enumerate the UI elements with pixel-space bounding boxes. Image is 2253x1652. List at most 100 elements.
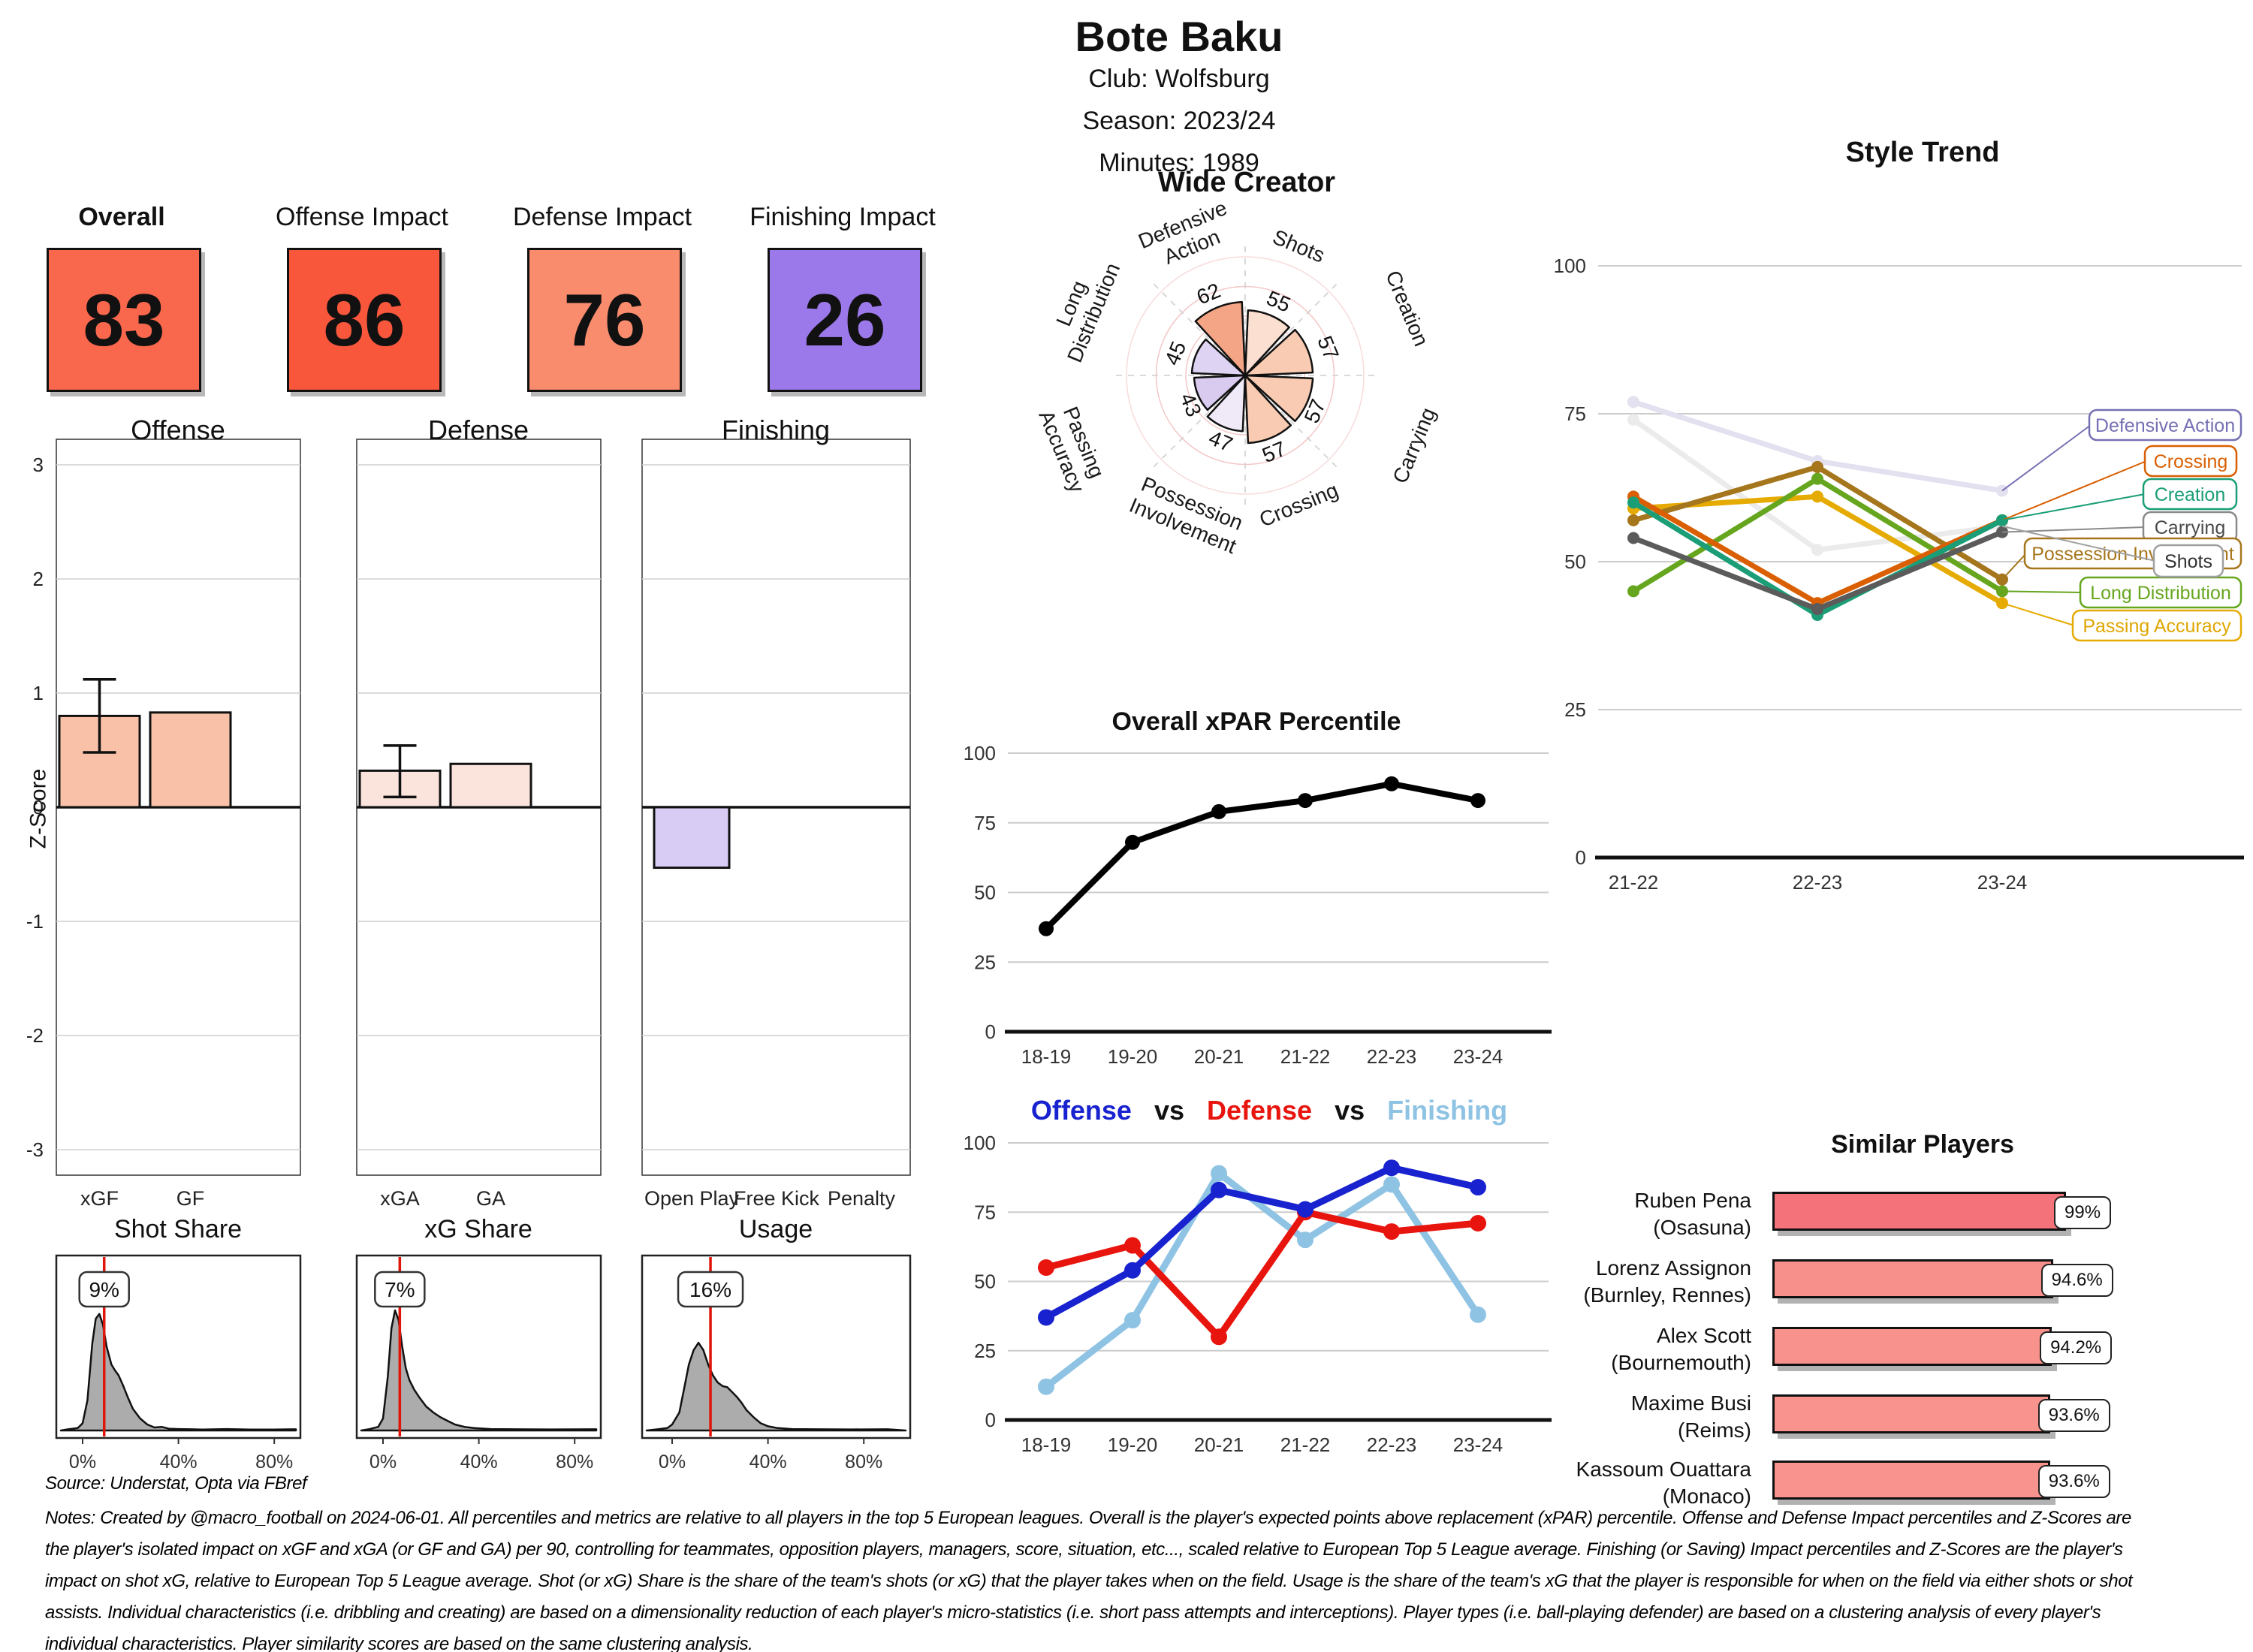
legend-box: [2142, 478, 2238, 511]
marker-label-box: [78, 1271, 130, 1308]
style-point: [1627, 496, 1639, 509]
notes-line-5: individual characteristics. Player simil…: [45, 1634, 753, 1652]
style-point: [1811, 490, 1823, 503]
xpar-point: [1211, 803, 1226, 819]
st-xtick: 23-24: [1977, 871, 2028, 894]
ovd-point-defense: [1038, 1259, 1054, 1277]
legend-label-creation: Creation: [2155, 484, 2226, 505]
zscore-bar-label: Open Play: [644, 1187, 740, 1210]
ytick: 100: [964, 1132, 996, 1154]
similarity-bar: [1772, 1461, 2050, 1500]
notes-line-1: Notes: Created by @macro_football on 202…: [45, 1508, 2131, 1528]
zscore-ytick: 0: [33, 796, 44, 818]
st-xtick: 22-23: [1793, 871, 1843, 894]
radar-wedge-creation: [1244, 328, 1314, 377]
legend-box: [2143, 445, 2238, 478]
density-curve-shot-share: [59, 1313, 297, 1432]
zscore-ytick: 3: [33, 454, 44, 476]
finishing-impact-value: 26: [804, 278, 886, 361]
st-xtick: 21-22: [1609, 871, 1659, 894]
ytick: 75: [974, 812, 996, 834]
marker-label: 9%: [89, 1278, 119, 1301]
radar-value: 57: [1313, 333, 1344, 363]
xpar-point: [1470, 793, 1485, 809]
zscore-panel-title-offense: Offense: [131, 415, 225, 445]
similarity-value: 99%: [2054, 1196, 2112, 1229]
density-xtick: 80%: [556, 1452, 593, 1473]
zscore-bar-label: GF: [176, 1187, 205, 1210]
radar-axis-label: PassingAccuracy: [1034, 398, 1111, 496]
xpar-point: [1298, 793, 1313, 809]
density-xtick: 0%: [69, 1452, 96, 1473]
st-ytick: 75: [1564, 402, 1586, 425]
zscore-bar-ga: [449, 762, 532, 809]
st-ytick: 0: [1576, 846, 1586, 869]
legend-leader: [2001, 424, 2092, 492]
ovd-title: Offense vs Defense vs Finishing: [1031, 1095, 1507, 1126]
xtick: 18-19: [1021, 1045, 1072, 1068]
legend-label-long-distribution: Long Distribution: [2090, 583, 2231, 604]
ytick: 50: [974, 1271, 996, 1293]
ovd-point-defense: [1470, 1215, 1486, 1232]
xtick: 21-22: [1280, 1045, 1331, 1068]
legend-leader: [2001, 493, 2146, 521]
card-title-offense-impact: Offense Impact: [276, 203, 448, 231]
similarity-bar: [1772, 1327, 2052, 1366]
ytick: 25: [974, 951, 996, 973]
defense-impact-card: 76: [527, 248, 682, 392]
club-line: Club: Wolfsburg: [1088, 65, 1270, 93]
xpar-point: [1125, 834, 1140, 850]
finishing-impact-card: 26: [768, 248, 922, 392]
ytick: 100: [964, 742, 996, 764]
zscore-bar-label: Free Kick: [734, 1187, 820, 1210]
density-xtick: 40%: [460, 1452, 498, 1473]
similar-player-name-line: (Osasuna): [1653, 1215, 1751, 1239]
legend-leader: [2001, 460, 2147, 521]
offense-impact-card: 86: [287, 248, 442, 392]
ovd-line-finishing: [1042, 1170, 1482, 1391]
ytick: 25: [974, 1340, 996, 1362]
similarity-value: 93.6%: [2037, 1465, 2110, 1498]
similar-player-row: Alex Scott (Bournemouth) 94.2%: [0, 1324, 2253, 1374]
similar-player-name: Kassoum Ouattara (Monaco): [1428, 1456, 1751, 1510]
ovd-point-finishing: [1124, 1312, 1141, 1329]
ovd-point-defense: [1124, 1237, 1141, 1254]
zscore-bar-label: xGF: [80, 1187, 119, 1210]
xtick: 20-21: [1194, 1045, 1244, 1068]
legend-box: [2088, 408, 2242, 442]
zscore-bar-gf: [149, 711, 232, 809]
zscore-axis-label: Z-Score: [26, 768, 51, 849]
xpar-point: [1039, 921, 1054, 936]
similar-player-name: Ruben Pena (Osasuna): [1428, 1187, 1751, 1241]
zscore-panel-title-defense: Defense: [427, 415, 529, 445]
similar-player-name-line: (Reims): [1678, 1418, 1751, 1442]
radar-axis-label: Carrying: [1388, 404, 1440, 487]
ovd-point-offense: [1038, 1309, 1054, 1326]
legend-leader: [2001, 602, 2075, 626]
overall-score-card: 83: [47, 248, 201, 392]
style-point: [1811, 544, 1823, 556]
similar-player-name-line: Ruben Pena: [1634, 1189, 1751, 1212]
legend-label-passing-accuracy: Passing Accuracy: [2083, 616, 2231, 637]
offense-impact-value: 86: [323, 278, 406, 361]
notes-line-3: impact on shot xG, relative to European …: [45, 1571, 2133, 1591]
ytick: 0: [985, 1409, 996, 1431]
density-curve-xg-share: [360, 1309, 598, 1432]
zscore-ytick: 1: [33, 682, 44, 704]
radar-wedge-crossing: [1244, 374, 1292, 445]
radar-axis-label: PossessionInvolvement: [1126, 471, 1249, 558]
radar-axis-label: DefensiveAction: [1135, 196, 1239, 276]
density-title-xg-share: xG Share: [424, 1215, 532, 1244]
radar-wedge-passing-accuracy: [1193, 374, 1247, 411]
legend-label-crossing: Crossing: [2154, 451, 2228, 472]
legend-label-carrying: Carrying: [2155, 517, 2225, 538]
density-title-shot-share: Shot Share: [113, 1215, 243, 1244]
season-line: Season: 2023/24: [1082, 107, 1276, 135]
radar-wedge-long-distribution: [1190, 338, 1247, 377]
marker-label: 16%: [689, 1278, 731, 1301]
style-point: [1811, 460, 1823, 473]
xtick: 19-20: [1108, 1045, 1158, 1068]
density-xtick: 0%: [659, 1452, 686, 1473]
ovd-line-defense: [1042, 1208, 1482, 1340]
card-title-finishing-impact: Finishing Impact: [749, 203, 936, 231]
